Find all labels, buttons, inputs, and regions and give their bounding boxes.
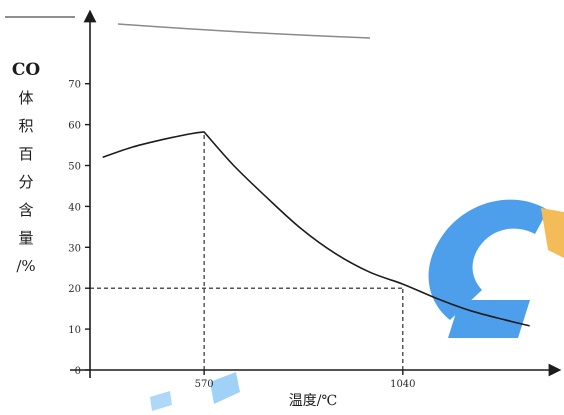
- x-tick-label: 1040: [390, 379, 415, 390]
- x-axis-ticks: 570 1040: [195, 370, 416, 390]
- y-tick-label: 0: [75, 366, 81, 377]
- y-axis-ticks: 0 10 20 30 40 50 60 70: [68, 80, 90, 377]
- y-tick-label: 60: [68, 121, 81, 132]
- y-axis-label-line: 分: [18, 173, 33, 191]
- y-tick-label: 30: [68, 243, 81, 254]
- y-tick-label: 10: [68, 325, 81, 336]
- y-axis-label-line: 量: [18, 229, 33, 247]
- x-tick-label: 570: [195, 379, 214, 390]
- y-tick-label: 40: [68, 202, 81, 213]
- y-axis-label-line: 体: [18, 89, 33, 107]
- y-tick-label: 50: [68, 162, 81, 173]
- series-group: [102, 131, 530, 327]
- y-tick-label: 20: [68, 284, 81, 295]
- y-axis-label-line: 含: [18, 201, 33, 219]
- y-axis-label-line: /%: [16, 257, 35, 275]
- x-axis-label: 温度/℃: [289, 393, 337, 409]
- scan-artifact-line-top: [117, 23, 371, 39]
- y-axis-label-line: 百: [18, 145, 33, 163]
- series-line: [102, 131, 530, 327]
- y-tick-label: 70: [68, 80, 81, 91]
- reference-lines: [90, 131, 404, 370]
- y-axis-label-line: 积: [18, 117, 33, 135]
- y-axis-label-line: CO: [12, 60, 41, 80]
